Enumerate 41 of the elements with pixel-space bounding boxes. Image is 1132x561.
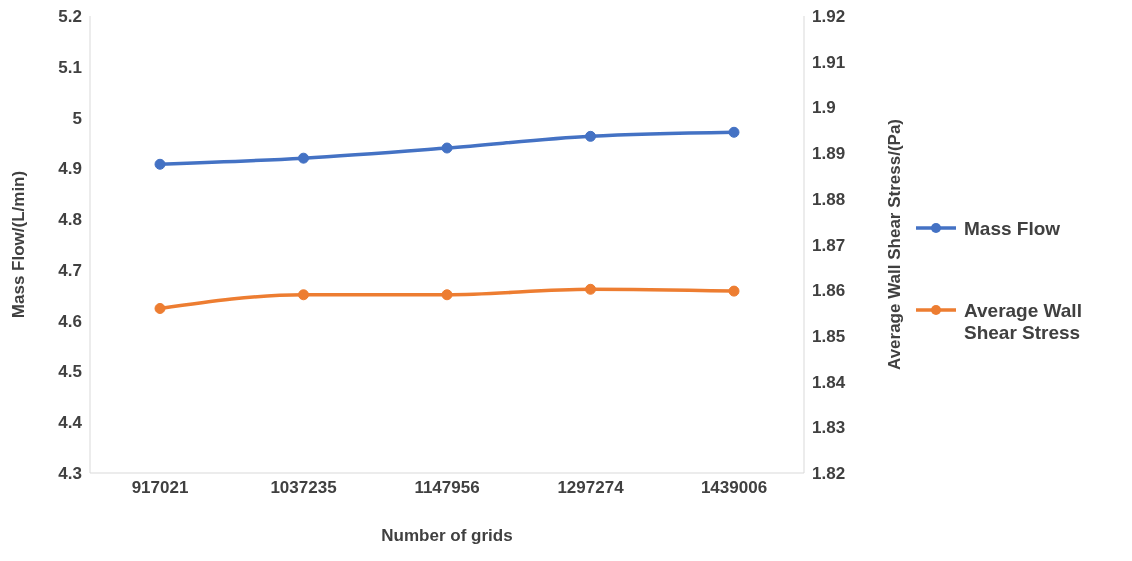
x-tick-label: 1147956 <box>414 478 480 498</box>
y2-tick-label: 1.84 <box>812 372 846 392</box>
y2-axis-title: Average Wall Shear Stress/(Pa) <box>885 118 905 371</box>
y2-tick-label: 1.89 <box>812 144 846 164</box>
y-tick-label: 4.7 <box>58 260 82 280</box>
y-tick-label: 4.6 <box>58 311 82 331</box>
y2-tick-label: 1.82 <box>812 464 846 484</box>
point <box>441 142 453 154</box>
y2-tick-label: 1.86 <box>812 281 846 301</box>
y-tick-label: 5.1 <box>58 57 82 77</box>
y2-tick-label: 1.85 <box>812 326 846 346</box>
legend-label: Mass Flow <box>964 217 1061 240</box>
point <box>298 152 309 164</box>
y2-tick-label: 1.88 <box>812 189 846 209</box>
y-tick-label: 4.3 <box>58 464 82 484</box>
point <box>728 126 740 138</box>
y2-tick-label: 1.92 <box>812 7 846 27</box>
y-tick-label: 4.9 <box>58 159 82 179</box>
y-tick-label: 4.5 <box>58 362 82 382</box>
y-tick-label: 4.4 <box>58 413 83 433</box>
point <box>154 302 166 314</box>
y-tick-label: 4.8 <box>58 210 82 230</box>
y2-tick-label: 1.83 <box>812 418 846 438</box>
point <box>441 289 453 301</box>
x-tick-label: 1297274 <box>557 478 625 498</box>
y-tick-label: 5.2 <box>58 7 82 27</box>
y-tick-label: 5 <box>72 108 82 128</box>
point <box>585 283 596 295</box>
y-axis-title: Mass Flow/(L/min) <box>9 170 29 319</box>
y2-tick-label: 1.9 <box>812 98 836 118</box>
y2-tick-label: 1.87 <box>812 235 846 255</box>
x-axis-title: Number of grids <box>381 526 513 545</box>
point <box>585 130 596 142</box>
point <box>298 289 309 301</box>
y2-tick-label: 1.91 <box>812 52 846 72</box>
legend-label: Average Wall Shear Stress <box>964 299 1083 344</box>
x-tick-label: 917021 <box>131 478 189 498</box>
x-tick-label: 1037235 <box>270 478 337 498</box>
point <box>154 158 166 170</box>
x-tick-label: 1439006 <box>700 478 768 498</box>
point <box>728 285 740 297</box>
